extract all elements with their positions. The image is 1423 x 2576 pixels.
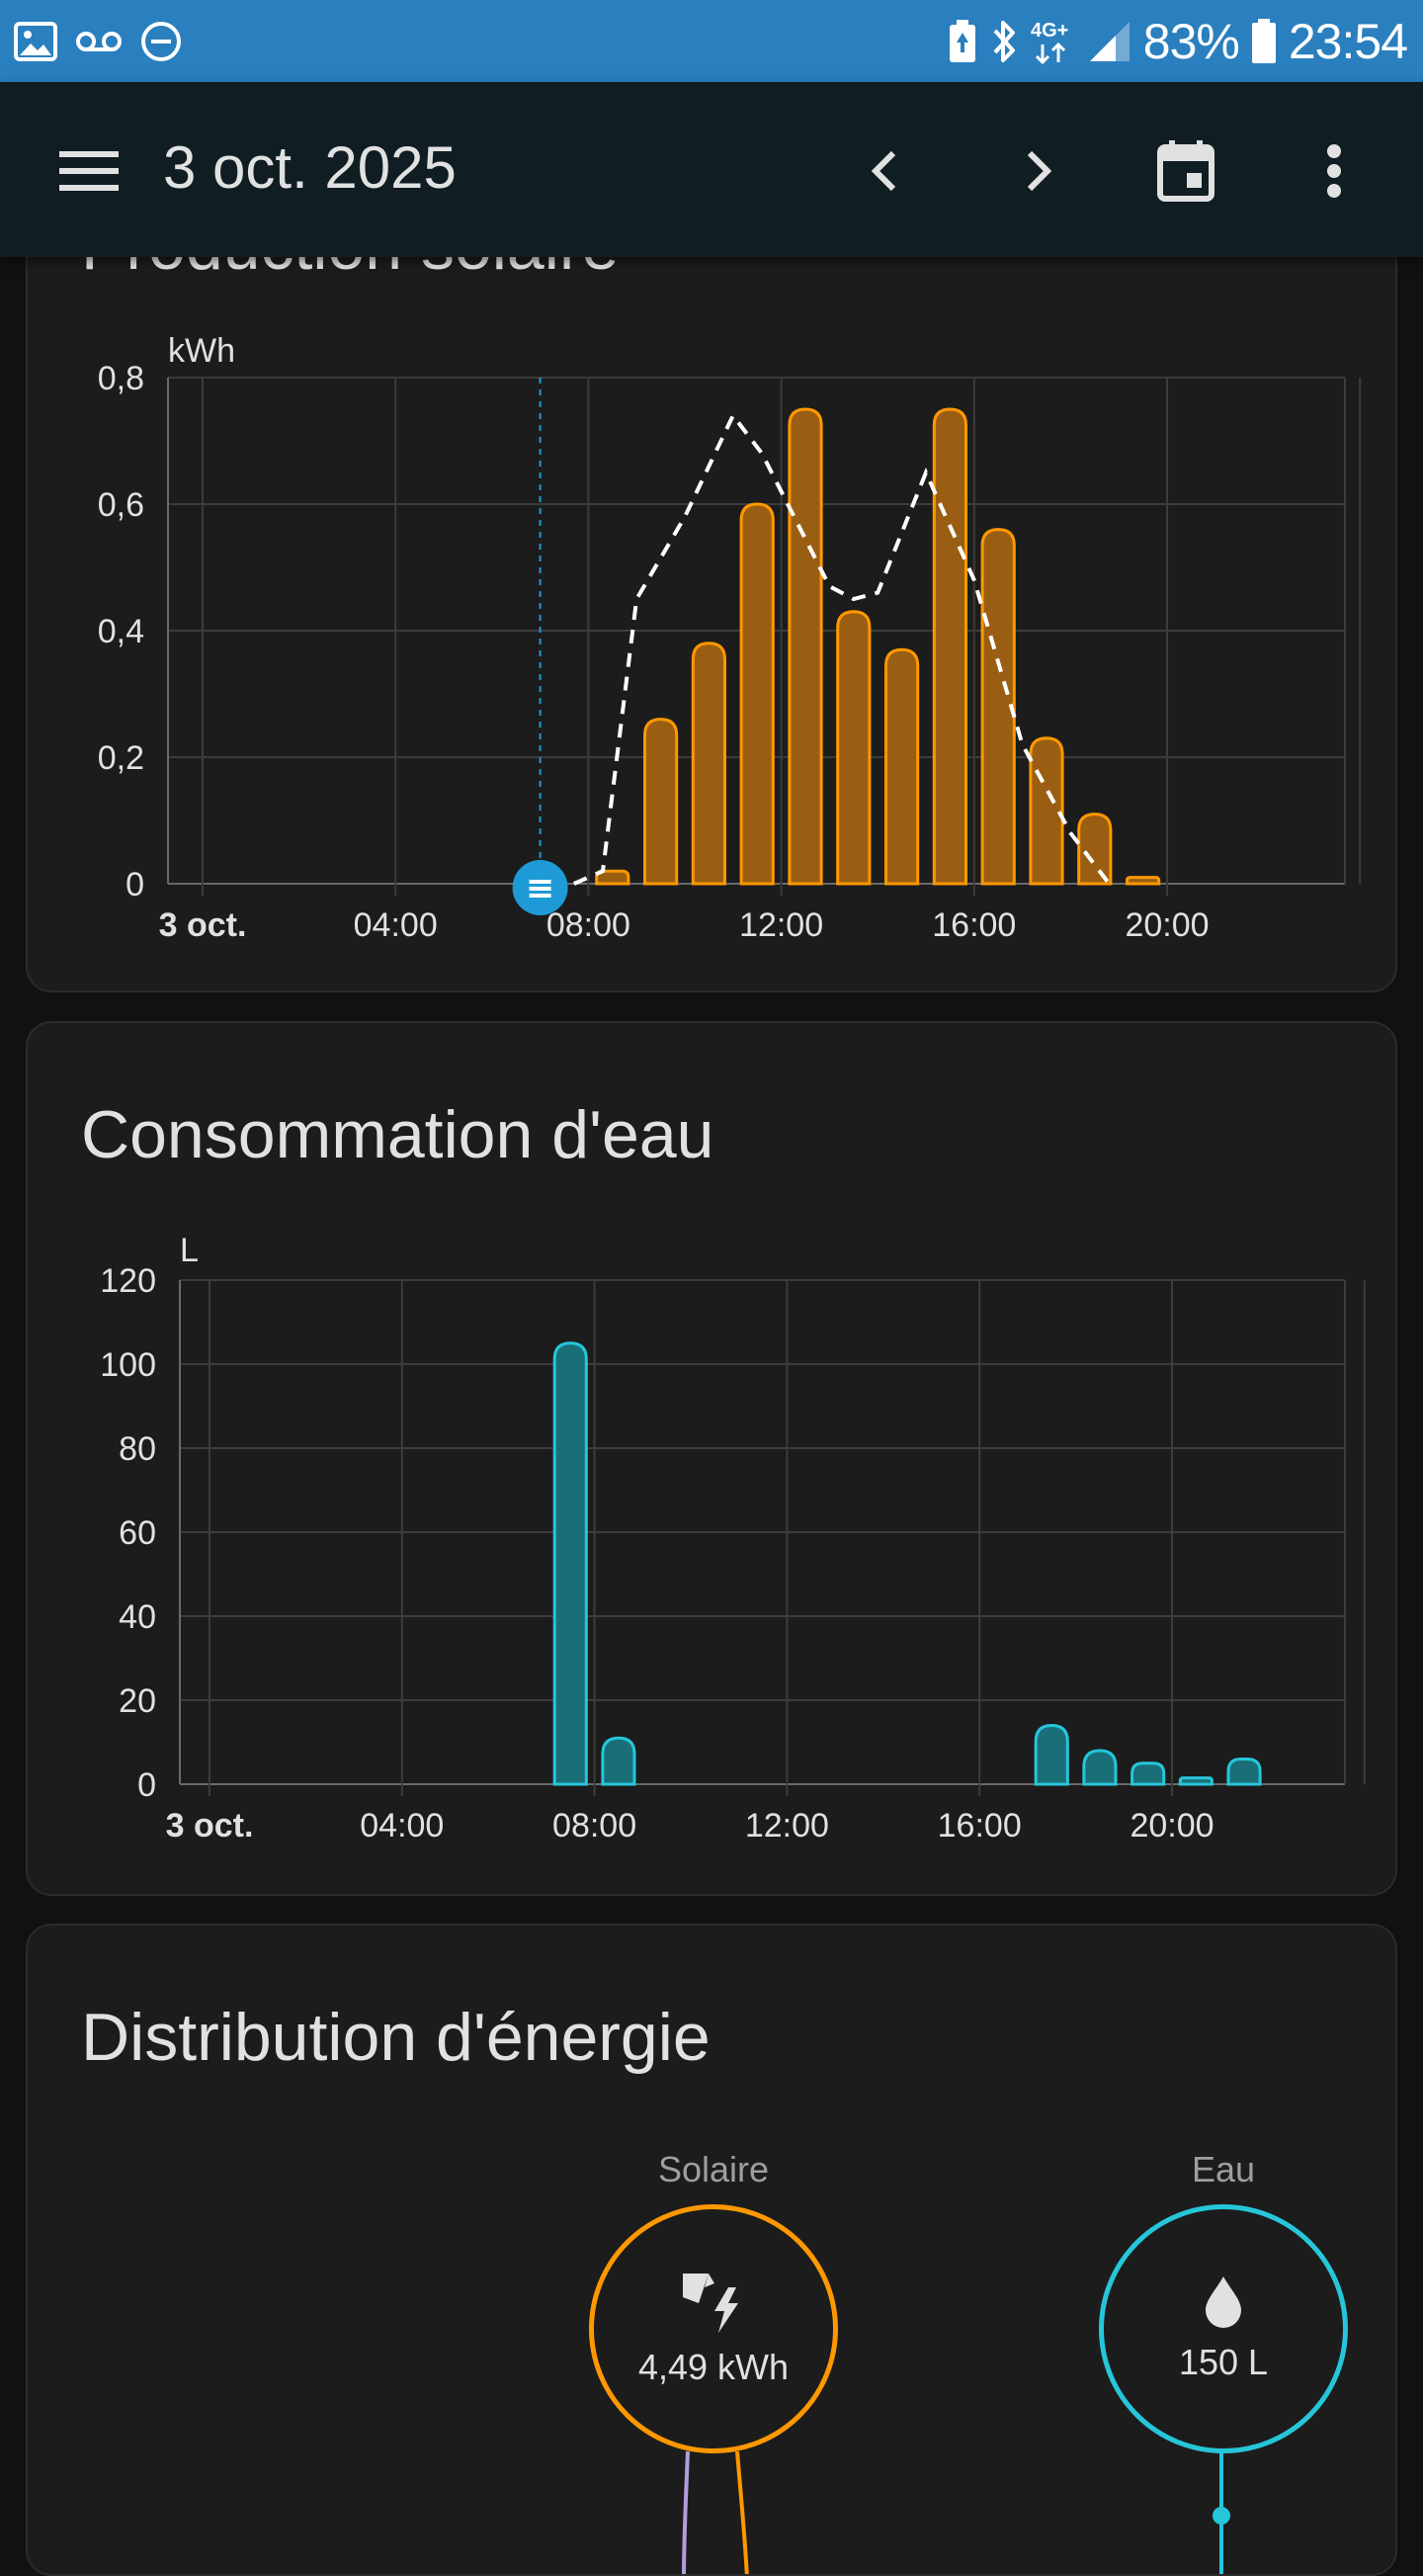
solar-node-value: 4,49 kWh <box>637 2347 790 2387</box>
more-vert-icon <box>1327 144 1341 198</box>
battery-percentage: 83% <box>1142 14 1240 69</box>
water-consumption-chart[interactable]: L 0 20 40 60 80 100 120 3 oct. 04:00 08:00 12:00 16… <box>28 1023 1397 1896</box>
status-bar: 4G+ 83% 23:54 <box>0 0 1423 82</box>
chart-bar <box>932 407 968 886</box>
chart-bar <box>788 407 823 886</box>
y-tick-label: 0,8 <box>98 360 144 397</box>
y-tick-label: 120 <box>100 1262 156 1300</box>
x-tick-label: 04:00 <box>360 1807 444 1845</box>
y-axis-unit-label: L <box>180 1232 199 1269</box>
y-tick-label: 80 <box>119 1430 156 1468</box>
marker-icon-bar <box>529 894 551 898</box>
y-tick-label: 100 <box>100 1346 156 1384</box>
calendar-button[interactable] <box>1144 129 1227 213</box>
chart-bar <box>883 647 920 886</box>
network-4g-icon: 4G+ <box>1031 20 1068 65</box>
water-card-title: Consommation d'eau <box>81 1097 714 1172</box>
previous-day-button[interactable] <box>844 129 927 213</box>
page-title: 3 oct. 2025 <box>163 134 457 201</box>
solar-production-chart[interactable]: kWh 0 0,2 0,4 0,6 0,8 3 oct. 04:00 08:00 12:00 16… <box>28 150 1397 992</box>
gallery-icon <box>14 22 57 61</box>
y-tick-label: 40 <box>119 1598 156 1636</box>
energy-distribution-card: Distribution d'énergie Solaire 4,49 kWh … <box>26 1924 1397 2576</box>
do-not-disturb-icon <box>141 22 181 61</box>
x-tick-label: 16:00 <box>938 1807 1022 1845</box>
y-tick-label: 20 <box>119 1682 156 1720</box>
marker-icon-bar <box>529 887 551 891</box>
x-tick-label: 3 oct. <box>166 1807 254 1845</box>
chevron-right-icon <box>1027 150 1052 192</box>
chart-bar <box>1226 1758 1262 1786</box>
marker-icon-bar <box>529 880 551 884</box>
next-day-button[interactable] <box>996 129 1079 213</box>
menu-button[interactable] <box>47 129 130 213</box>
bluetooth-icon <box>993 21 1015 62</box>
menu-icon <box>59 151 119 191</box>
solar-production-card: Production solaire kWh 00,20,40,60,83 oc… <box>26 148 1397 992</box>
chart-bar <box>601 1736 636 1786</box>
water-consumption-card: Consommation d'eau L 0 20 40 60 80 100 120 3 oc… <box>26 1021 1397 1896</box>
battery-flow-line <box>682 2450 690 2574</box>
solar-power-icon <box>683 2274 738 2333</box>
water-flow-dot <box>1213 2507 1230 2525</box>
chart-bar <box>642 718 679 886</box>
water-node-label: Eau <box>1191 2149 1256 2190</box>
forecast-line <box>572 411 1111 886</box>
chart-bar <box>1034 1723 1069 1786</box>
chart-bar <box>1029 736 1064 886</box>
battery-saver-icon <box>949 20 975 62</box>
x-tick-label: 08:00 <box>546 906 630 944</box>
chevron-left-icon <box>871 150 896 192</box>
water-drop-icon <box>1206 2276 1241 2328</box>
battery-icon <box>1251 19 1276 63</box>
chart-bar <box>836 610 872 886</box>
x-tick-label: 3 oct. <box>159 906 247 944</box>
signal-icon <box>1089 22 1130 61</box>
y-tick-label: 0 <box>137 1766 156 1804</box>
x-tick-label: 12:00 <box>745 1807 829 1845</box>
x-tick-label: 20:00 <box>1125 906 1209 944</box>
y-tick-label: 0 <box>126 866 144 903</box>
solar-node[interactable]: 4,49 kWh <box>589 2204 838 2453</box>
chart-bar <box>1130 1761 1166 1786</box>
clock: 23:54 <box>1288 14 1408 69</box>
app-header: 3 oct. 2025 <box>0 82 1423 257</box>
x-tick-label: 16:00 <box>932 906 1016 944</box>
solar-node-label: Solaire <box>657 2149 770 2190</box>
x-tick-label: 04:00 <box>354 906 438 944</box>
chart-bar <box>691 642 727 886</box>
y-axis-unit-label: kWh <box>168 332 235 370</box>
water-node-value: 150 L <box>1178 2342 1269 2382</box>
x-tick-label: 08:00 <box>552 1807 636 1845</box>
chart-bar <box>1077 813 1113 886</box>
y-tick-label: 0,4 <box>98 613 144 650</box>
chart-bar <box>1126 876 1161 886</box>
voicemail-icon <box>76 32 122 51</box>
more-options-button[interactable] <box>1293 129 1376 213</box>
distribution-card-title: Distribution d'énergie <box>81 2000 711 2075</box>
chart-bar <box>739 502 775 886</box>
y-tick-label: 60 <box>119 1514 156 1552</box>
x-tick-label: 12:00 <box>739 906 823 944</box>
svg-text:4G+: 4G+ <box>1031 20 1068 42</box>
y-tick-label: 0,6 <box>98 486 144 524</box>
chart-bar <box>1082 1749 1118 1786</box>
chart-bar <box>980 528 1016 886</box>
solar-flow-line <box>735 2450 749 2574</box>
flow-lines <box>682 2449 1230 2574</box>
y-tick-label: 0,2 <box>98 739 144 777</box>
x-tick-label: 20:00 <box>1130 1807 1214 1845</box>
chart-bar <box>552 1341 588 1786</box>
chart-bar <box>1178 1776 1214 1786</box>
calendar-icon <box>1157 140 1214 202</box>
